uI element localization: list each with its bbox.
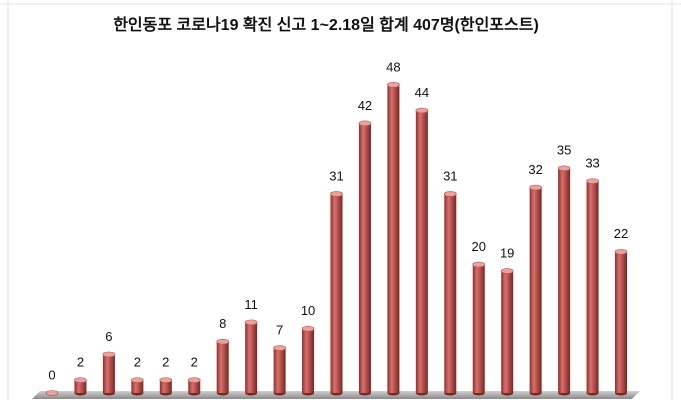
value-label: 2 xyxy=(134,355,141,370)
value-label: 31 xyxy=(329,168,343,183)
value-label: 31 xyxy=(443,168,457,183)
bar-top xyxy=(74,377,87,383)
bar-top xyxy=(358,120,372,127)
bar xyxy=(472,264,485,393)
bar-top xyxy=(529,184,542,191)
bar-group xyxy=(187,377,201,396)
value-label: 11 xyxy=(244,297,258,312)
bar-group xyxy=(358,120,372,396)
bar xyxy=(74,380,87,393)
bar xyxy=(131,380,144,393)
bar xyxy=(245,322,258,393)
bar xyxy=(302,328,315,393)
bar-top xyxy=(472,261,486,268)
value-label: 2 xyxy=(162,355,169,370)
bar xyxy=(615,251,627,393)
bar-group xyxy=(131,377,144,396)
bar-top xyxy=(244,319,258,326)
bar-group xyxy=(273,345,286,396)
value-label: 42 xyxy=(358,98,372,113)
bar-group xyxy=(387,82,400,396)
bar-group xyxy=(614,248,628,396)
bar xyxy=(159,380,172,393)
bar-top xyxy=(102,351,116,358)
bar-top xyxy=(387,82,400,88)
bar-group xyxy=(216,338,229,396)
bar-top xyxy=(614,248,628,255)
bar-group xyxy=(102,351,116,396)
bar xyxy=(529,187,542,393)
bar-top xyxy=(415,107,429,114)
chart-title: 한인동포 코로나19 확진 신고 1~2.18일 합계 407명(한인포스트) xyxy=(113,15,539,34)
value-label: 2 xyxy=(77,355,84,370)
bar-top xyxy=(45,390,59,396)
bar-group xyxy=(74,377,87,396)
value-label: 8 xyxy=(219,316,226,331)
bar xyxy=(273,348,286,393)
bar xyxy=(330,193,343,393)
bar-top xyxy=(159,377,173,383)
bar-group xyxy=(159,377,173,396)
value-label: 2 xyxy=(191,355,198,370)
bar xyxy=(102,354,115,393)
value-label: 0 xyxy=(48,367,55,382)
bar xyxy=(444,193,457,393)
bar xyxy=(558,168,571,393)
bar-top xyxy=(301,325,315,332)
bar xyxy=(586,181,599,393)
value-label: 33 xyxy=(585,156,599,171)
bar-group xyxy=(301,325,315,396)
value-label: 19 xyxy=(500,245,514,260)
bar-top xyxy=(500,268,514,274)
bar-top xyxy=(187,377,201,383)
bar-group xyxy=(244,319,258,396)
bar xyxy=(501,271,514,393)
bar-group xyxy=(500,268,514,396)
bar-top xyxy=(273,345,286,351)
value-label: 20 xyxy=(472,239,486,254)
bar-top xyxy=(131,377,144,383)
bar-group xyxy=(557,165,571,396)
value-label: 32 xyxy=(528,162,542,177)
bar xyxy=(358,123,371,394)
value-label: 7 xyxy=(276,322,283,337)
bar xyxy=(188,380,201,393)
value-label: 44 xyxy=(415,85,429,100)
value-label: 35 xyxy=(557,143,571,158)
bar-group xyxy=(529,184,542,396)
bar-group xyxy=(415,107,429,396)
bar-group xyxy=(330,191,343,396)
bar-top xyxy=(557,165,571,172)
bar-group xyxy=(586,178,599,396)
value-label: 10 xyxy=(301,303,315,318)
bar-top xyxy=(586,178,599,184)
bar-group xyxy=(45,390,59,396)
value-label: 6 xyxy=(105,329,112,344)
bar xyxy=(387,84,400,393)
bar xyxy=(415,110,428,394)
bar-top xyxy=(443,191,457,197)
value-label: 22 xyxy=(614,226,628,241)
bar-top xyxy=(330,191,343,197)
bar-group xyxy=(443,191,457,396)
value-label: 48 xyxy=(386,59,400,74)
bar-group xyxy=(472,261,486,396)
bar xyxy=(216,341,229,393)
bar-top xyxy=(216,338,229,345)
